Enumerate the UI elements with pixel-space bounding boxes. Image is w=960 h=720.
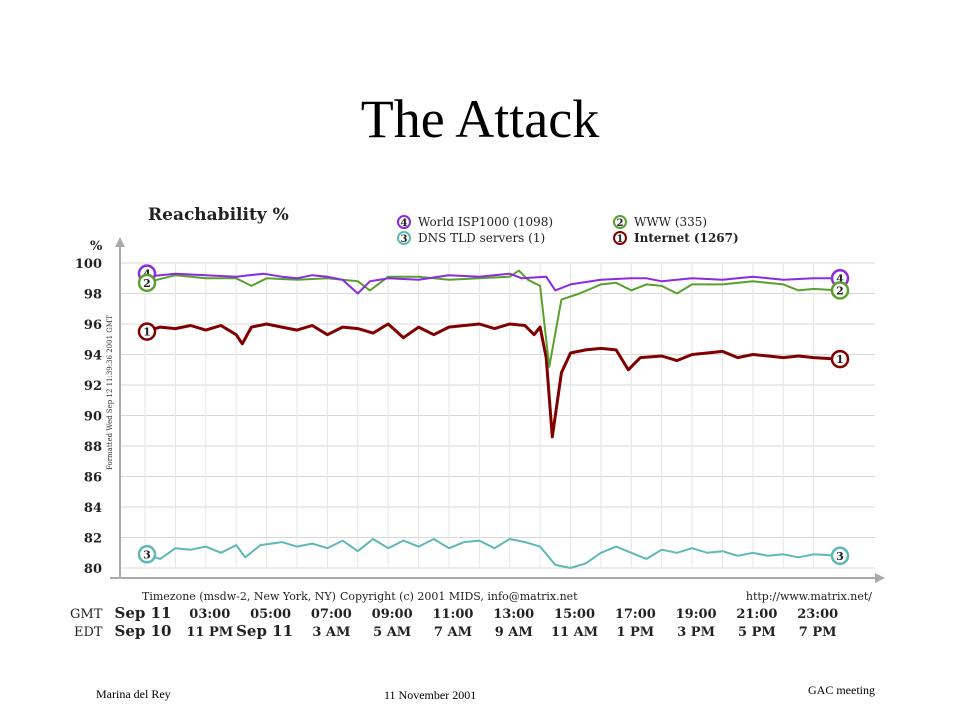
series-marker-3: 3 [830,546,850,566]
series-marker-label: 1 [143,326,151,339]
gmt-tick-label: 03:00 [189,607,230,622]
gmt-tick-label: 05:00 [250,607,291,622]
series-marker-1: 1 [137,322,157,341]
vertical-note: Formatted Wed Sep 12 11:39:36 2001 GMT [106,315,114,470]
series-markers: 44221133 [137,264,850,566]
series-marker-label: 2 [143,277,151,290]
series-line-2 [144,269,839,368]
legend-marker [613,215,627,229]
y-tick-label: 86 [84,471,102,486]
y-tick-label: 82 [84,532,102,547]
legend-marker-label: 3 [401,234,408,245]
series-marker-label: 3 [836,550,844,563]
legend-label: Internet (1267) [634,231,739,245]
edt-tick-label: 9 AM [495,625,533,640]
gmt-tick-labels: Sep 11 03:00 05:00 07:00 09:00 11:00 13:00 15:0… [115,604,839,622]
footer-center: 11 November 2001 [384,688,477,702]
legend-marker-label: 1 [617,234,624,245]
y-axis-arrow [115,237,125,247]
edt-tick-label: 5 PM [738,625,776,640]
timezone-note: Timezone (msdw-2, New York, NY) [142,590,336,603]
gmt-tick-label: 19:00 [676,607,717,622]
edt-tick-label: 7 PM [799,625,837,640]
series-marker-ring [137,322,157,341]
series-marker-2: 2 [830,281,850,300]
edt-tick-label: 5 AM [373,625,411,640]
series-marker-label: 3 [143,548,151,561]
series-marker-label: 1 [836,353,844,366]
legend-marker-label: 4 [401,218,408,229]
edt-tick-label: 3 AM [312,625,350,640]
legend-marker-label: 2 [617,218,624,229]
edt-tick-labels: Sep 10 11 PM Sep 11 3 AM 5 AM 7 AM 9 AM 11 AM 1 … [115,622,837,640]
gmt-tick-label: 09:00 [372,607,413,622]
gmt-tick-label: 15:00 [554,607,595,622]
legend-marker [397,215,411,229]
gmt-tick-label: 07:00 [311,607,352,622]
legend: 4 World ISP1000 (1098) 2 WWW (335) 3 DNS TLD … [397,215,739,245]
gmt-label: GMT [70,607,103,622]
series-marker-ring [830,281,850,300]
series-marker-ring [137,545,157,564]
gmt-tick-label: 21:00 [736,607,777,622]
grid-lines [120,262,875,569]
gmt-tick-label: 11:00 [432,607,473,622]
edt-tick-label: Sep 10 [115,622,172,640]
footer-right: GAC meeting [808,683,875,697]
series-marker-label: 2 [836,284,844,297]
series-marker-ring [830,349,850,369]
axes [110,237,885,583]
y-tick-label: 80 [84,562,102,577]
y-axis-unit: % [90,239,103,254]
copyright-note: Copyright (c) 2001 MIDS, info@matrix.net [340,590,578,603]
edt-tick-label: 11 AM [551,625,598,640]
edt-tick-label: 3 PM [677,625,715,640]
edt-tick-label: 7 AM [434,625,472,640]
series-marker-2: 2 [137,273,157,293]
footer-left: Marina del Rey [96,687,171,701]
y-tick-label: 84 [84,501,102,516]
series-marker-ring [830,546,850,566]
series-line-3 [144,538,839,569]
gmt-tick-label: 13:00 [493,607,534,622]
y-tick-label: 94 [84,349,102,364]
legend-item-3: 3 DNS TLD servers (1) [397,231,545,245]
gmt-tick-label: 17:00 [615,607,656,622]
series-marker-label: 4 [836,272,844,285]
legend-item-2: 2 WWW (335) [613,215,707,229]
legend-item-1: 1 Internet (1267) [613,231,739,245]
slide-title: The Attack [360,89,600,149]
edt-tick-label: 11 PM [186,625,233,640]
series-marker-ring [137,273,157,293]
series-marker-3: 3 [137,545,157,564]
series-line-4 [144,272,838,295]
legend-label: DNS TLD servers (1) [418,231,545,245]
chart-title: Reachability % [148,205,289,225]
y-tick-label: 90 [84,410,102,425]
y-tick-label: 92 [84,379,102,394]
y-tick-label: 88 [84,440,102,455]
legend-item-4: 4 World ISP1000 (1098) [397,215,553,229]
edt-tick-label: Sep 11 [236,622,293,640]
legend-marker [397,231,411,245]
edt-tick-label: 1 PM [616,625,654,640]
y-tick-label: 96 [84,318,102,333]
y-tick-label: 98 [84,288,102,303]
series-lines [144,269,839,569]
y-tick-labels: 100 98 96 94 92 90 88 86 84 82 80 [75,257,102,577]
series-line-1 [144,322,839,439]
legend-marker [613,231,627,245]
x-axis-arrow [875,573,885,583]
legend-label: WWW (335) [634,215,707,229]
gmt-tick-label: 23:00 [797,607,838,622]
legend-label: World ISP1000 (1098) [418,215,553,229]
series-marker-1: 1 [830,349,850,369]
url-note: http://www.matrix.net/ [746,590,872,603]
edt-label: EDT [74,625,103,640]
gmt-tick-label: Sep 11 [115,604,172,622]
y-tick-label: 100 [75,257,102,272]
reachability-chart: Reachability % % 4 World ISP1000 (1098) 2 W… [70,205,885,640]
